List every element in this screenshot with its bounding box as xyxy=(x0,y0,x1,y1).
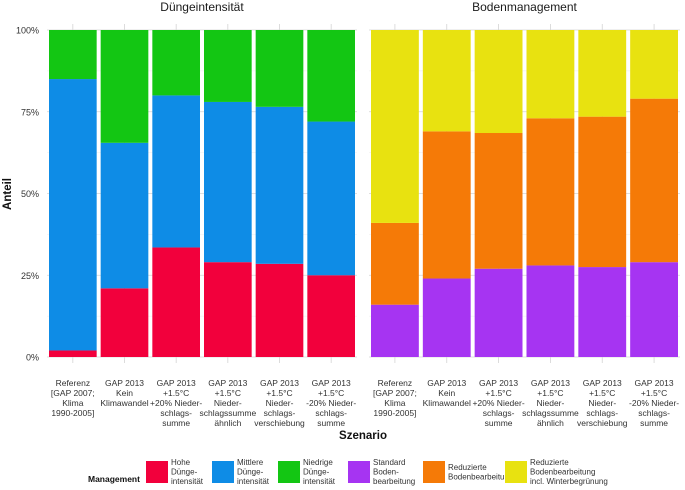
panel-title: Düngeintensität xyxy=(160,0,244,14)
legend-label: Reduzierte Bodenbearbeitung incl. Winterbe… xyxy=(530,458,608,486)
bar-segment xyxy=(578,30,627,117)
legend-key xyxy=(423,461,445,483)
bar-segment xyxy=(204,30,252,102)
bar-segment xyxy=(307,30,355,122)
bars xyxy=(49,30,678,357)
legend-key xyxy=(348,461,370,483)
bar-segment xyxy=(255,106,304,264)
bar-segment xyxy=(100,30,149,143)
y-tick-label: 75% xyxy=(21,107,39,117)
x-tick-label: GAP 2013 +1.5°C -20% Nieder-schlags-summe xyxy=(306,378,356,428)
bar-segment xyxy=(100,288,149,357)
x-axis-title: Szenario xyxy=(339,430,387,442)
x-tick-label: GAP 2013 +1.5°C Nieder-schlagssumme ähnlich xyxy=(199,378,256,428)
legend-key xyxy=(146,461,168,483)
legend-title: Management xyxy=(88,474,140,484)
x-tick-label: GAP 2013 Kein Klimawandel xyxy=(423,378,471,408)
legend-label: Niedrige Dünge-intensität xyxy=(303,458,336,486)
bar-segment xyxy=(526,118,575,266)
legend-label: Reduzierte Bodenbearbeitung xyxy=(448,463,513,482)
bar-segment xyxy=(49,350,97,357)
x-tick-label: GAP 2013 +1.5°C -20% Nieder-schlags-summe xyxy=(629,378,679,428)
x-tick-label: Referenz [GAP 2007; Klima 1990-2005] xyxy=(373,378,417,418)
x-tick-label: GAP 2013 +1.5°C Nieder-schlags-verschiebun… xyxy=(254,378,305,428)
x-tick-label: GAP 2013 Kein Klimawandel xyxy=(100,378,148,408)
panel-titles: Düngeintensität Bodenmanagement xyxy=(160,0,577,14)
y-tick-label: 50% xyxy=(21,189,39,199)
bar-segment xyxy=(474,30,523,134)
bar-segment xyxy=(630,98,678,263)
bar-segment xyxy=(578,116,627,268)
bar-segment xyxy=(49,30,97,80)
bar-segment xyxy=(630,262,678,357)
y-tick-label: 0% xyxy=(26,353,39,363)
bar-segment xyxy=(630,30,678,99)
legend: Management Hohe Dünge-intensität Mittlere Dü… xyxy=(88,458,608,486)
x-axis: Referenz [GAP 2007; Klima 1990-2005]GAP 201… xyxy=(51,378,679,442)
x-tick-label: GAP 2013 +1.5°C +20% Nieder-schlags-summe xyxy=(472,378,524,428)
bar-segment xyxy=(204,101,252,263)
legend-key xyxy=(505,461,527,483)
bar-segment xyxy=(371,222,419,305)
legend-label: Standard Boden-bearbeitung xyxy=(373,458,415,486)
x-tick-label: GAP 2013 +1.5°C +20% Nieder-schlags-summe xyxy=(150,378,202,428)
y-tick-label: 100% xyxy=(16,26,39,36)
bar-segment xyxy=(371,304,419,357)
y-axis-title: Anteil xyxy=(2,178,14,210)
bar-segment xyxy=(526,265,575,357)
bar-segment xyxy=(526,30,575,119)
bar-segment xyxy=(255,30,304,107)
y-axis: 0% 25% 50% 75% 100% Anteil xyxy=(2,26,39,363)
bar-segment xyxy=(152,95,200,248)
panel-title: Bodenmanagement xyxy=(472,0,577,14)
bar-segment xyxy=(578,267,627,357)
y-tick-label: 25% xyxy=(21,271,39,281)
legend-key xyxy=(212,461,234,483)
bar-segment xyxy=(422,30,471,132)
bar-segment xyxy=(474,133,523,269)
bar-segment xyxy=(474,268,523,357)
legend-key xyxy=(278,461,300,483)
legend-label: Hohe Dünge-intensität xyxy=(171,458,204,486)
bar-segment xyxy=(255,263,304,357)
bar-segment xyxy=(152,30,200,96)
bar-segment xyxy=(422,278,471,357)
x-tick-label: GAP 2013 +1.5°C Nieder-schlagssumme ähnlich xyxy=(522,378,579,428)
bar-segment xyxy=(152,247,200,357)
bar-segment xyxy=(49,79,97,351)
legend-label: Mittlere Dünge-intensität xyxy=(237,458,270,486)
bar-segment xyxy=(371,30,419,223)
bar-segment xyxy=(100,142,149,289)
bar-segment xyxy=(422,131,471,279)
bar-segment xyxy=(307,121,355,276)
bar-segment xyxy=(307,275,355,357)
x-tick-label: GAP 2013 +1.5°C Nieder-schlags-verschiebun… xyxy=(577,378,628,428)
x-tick-label: Referenz [GAP 2007; Klima 1990-2005] xyxy=(51,378,95,418)
bar-segment xyxy=(204,262,252,357)
